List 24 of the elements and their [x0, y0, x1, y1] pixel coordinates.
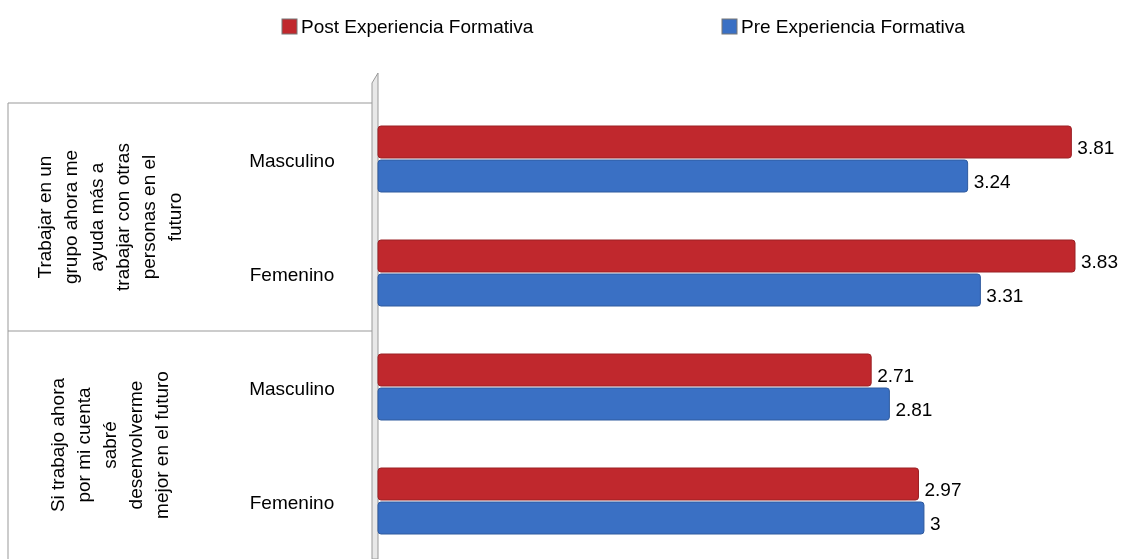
- data-label: 3: [929, 513, 941, 534]
- legend-label: Pre Experiencia Formativa: [741, 16, 966, 37]
- y-tick-label: Femenino: [249, 492, 335, 513]
- bar: [377, 239, 1076, 273]
- data-label: 3.83: [1081, 251, 1118, 272]
- data-label: 2.97: [924, 479, 962, 500]
- bar: [377, 387, 890, 421]
- bar: [377, 125, 1072, 159]
- bar: [377, 273, 981, 307]
- y-tick-label: Femenino: [249, 264, 335, 285]
- y-tick-label: Masculino: [249, 150, 335, 171]
- data-label: 3.24: [973, 171, 1012, 192]
- text: Si trabajo ahora por mi cuenta sabré desenvolverme mejor en el futuro: [47, 371, 172, 519]
- bar: [377, 353, 872, 387]
- data-label: 3.81: [1077, 137, 1115, 158]
- text: Trabajar en un grupo ahora me ayuda más a trabajar con otras personas en el futuro: [34, 143, 185, 291]
- data-label: 3.31: [986, 285, 1024, 306]
- bar: [377, 501, 925, 535]
- y-tick-label: Masculino: [249, 378, 335, 399]
- bar: [377, 467, 919, 501]
- data-label: 2.71: [877, 365, 915, 386]
- data-label: 2.81: [895, 399, 933, 420]
- legend-label: Post Experiencia Formativa: [301, 16, 534, 37]
- bar: [377, 159, 969, 193]
